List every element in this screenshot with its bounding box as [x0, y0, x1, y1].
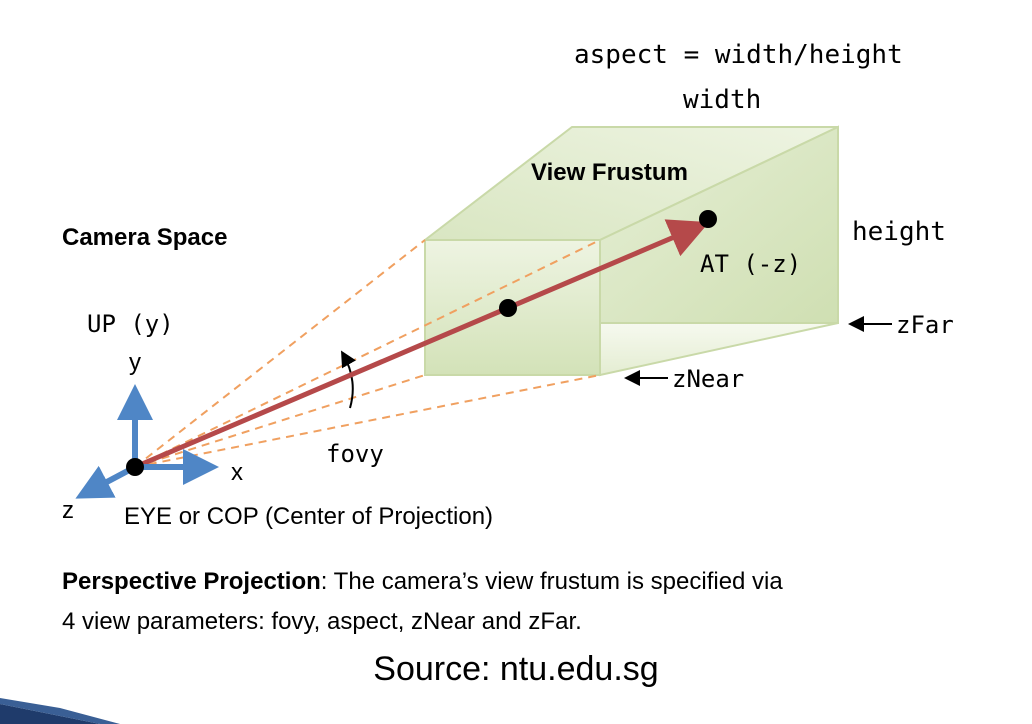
- x-axis-label: x: [231, 459, 243, 486]
- source-credit: Source: ntu.edu.sg: [373, 650, 659, 688]
- caption-bold-term: Perspective Projection: [62, 568, 321, 595]
- view-direction-arrow: [134, 219, 710, 470]
- caption-line-1: Perspective Projection: The camera’s vie…: [62, 562, 1002, 602]
- height-label: height: [852, 217, 946, 247]
- camera-space-title: Camera Space: [62, 224, 227, 251]
- width-label: width: [683, 85, 761, 115]
- eye-label: EYE or COP (Center of Projection): [124, 503, 493, 530]
- fov-dashed-lines: [134, 239, 601, 468]
- view-frustum-title: View Frustum: [531, 159, 688, 186]
- y-axis-label: y: [129, 349, 141, 376]
- z-axis-label: z: [62, 497, 74, 524]
- aspect-formula-label: aspect = width/height: [574, 40, 903, 70]
- fovy-label: fovy: [326, 440, 384, 468]
- at-point: [699, 210, 717, 228]
- fovy-arc: [341, 350, 356, 409]
- caption-line-2: 4 view parameters: fovy, aspect, zNear a…: [62, 608, 582, 635]
- znear-label: zNear: [672, 365, 744, 393]
- at-label: AT (-z): [700, 250, 801, 278]
- view-frustum-box: [422, 125, 839, 377]
- figure-caption: Perspective Projection: The camera’s vie…: [62, 562, 1002, 642]
- caption-line-1-rest: : The camera’s view frustum is specified…: [320, 568, 783, 595]
- eye-point: [126, 458, 144, 476]
- up-label: UP (y): [87, 310, 174, 338]
- camera-axes: [75, 384, 219, 499]
- z-axis: [75, 464, 137, 499]
- zfar-label: zFar: [896, 311, 954, 339]
- near-center-point: [499, 299, 517, 317]
